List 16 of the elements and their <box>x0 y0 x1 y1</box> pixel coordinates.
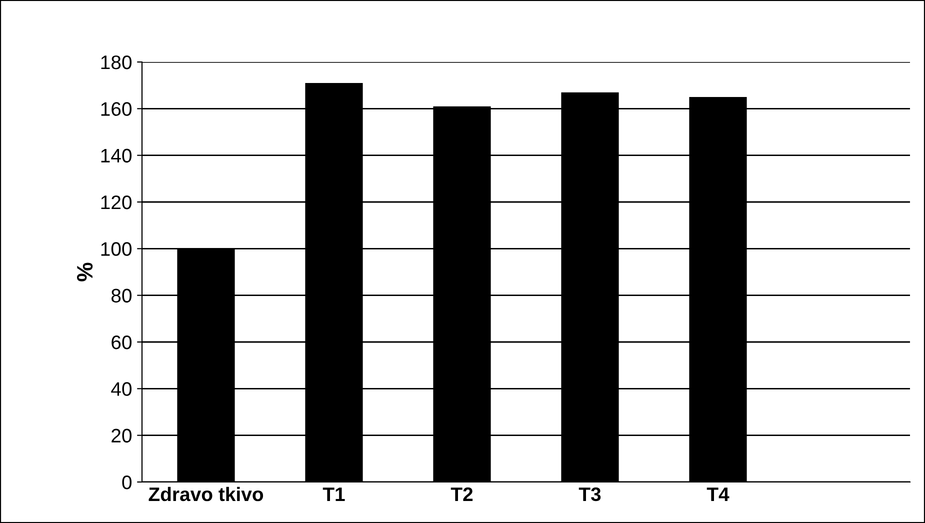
y-tick-label: 100 <box>101 242 132 256</box>
y-tick-label: 80 <box>111 288 132 303</box>
y-tick-label: 20 <box>112 428 132 443</box>
y-axis-title: % <box>76 262 93 282</box>
y-tick-label: 60 <box>112 335 132 350</box>
y-tick-label: 140 <box>101 148 132 163</box>
x-tick-label: T1 <box>322 488 345 501</box>
y-tick-label: 160 <box>101 102 132 116</box>
x-tick-label: T2 <box>450 487 473 501</box>
x-tick-label: T4 <box>706 488 730 501</box>
x-tick-label: T3 <box>578 487 601 502</box>
y-tick-label: 120 <box>101 195 132 210</box>
x-tick-label: Zdravo tkivo <box>148 486 264 502</box>
y-tick-label: 0 <box>122 475 132 490</box>
y-tick-label: 180 <box>101 55 132 70</box>
y-tick-label: 40 <box>111 382 132 396</box>
